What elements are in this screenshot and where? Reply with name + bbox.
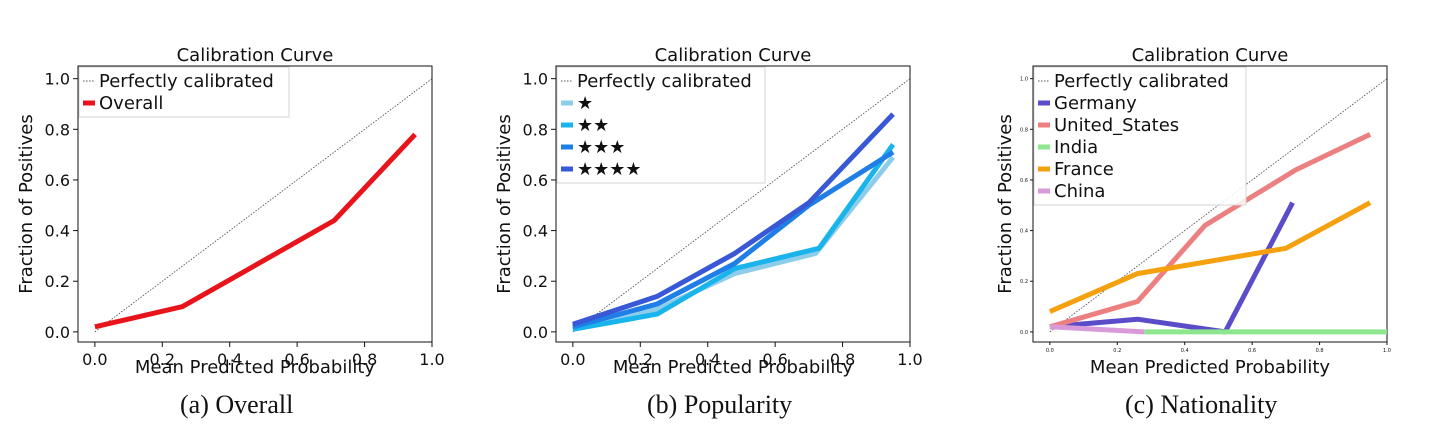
y-tick-label: 1.0 xyxy=(45,70,70,89)
plot-frame xyxy=(1032,65,1388,343)
calibration-chart-popularity: Calibration Curve 0.0 0.2 0.4 0.6 0.8 1.0 0.0 0.… xyxy=(494,45,923,378)
x-tick-label: 1.0 xyxy=(1383,348,1391,354)
y-tick-label: 0.2 xyxy=(523,272,548,291)
x-axis-label: Mean Predicted Probability xyxy=(613,357,853,378)
x-tick-label: 0.2 xyxy=(1113,348,1121,354)
y-tick-label: 0.0 xyxy=(523,323,548,342)
legend-label-two-star: ★★ xyxy=(577,115,609,136)
legend-box xyxy=(556,66,766,184)
x-tick-label: 0.8 xyxy=(352,350,377,369)
y-tick-label: 0.6 xyxy=(523,171,548,190)
x-tick-label: 0.4 xyxy=(695,350,720,369)
series-line-china xyxy=(1049,324,1145,335)
x-tick-label: 0.4 xyxy=(1181,348,1189,354)
y-axis-label: Fraction of Positives xyxy=(494,114,515,293)
caption-overall: (a) Overall xyxy=(180,390,294,419)
series-line-one-star xyxy=(572,155,896,332)
legend-label-overall: Overall xyxy=(99,93,163,114)
legend-label-three-star: ★★★ xyxy=(577,137,625,158)
chart-title: Calibration Curve xyxy=(1132,45,1289,66)
chart-title: Calibration Curve xyxy=(177,45,334,66)
chart-panel-popularity: Calibration Curve 0.0 0.2 0.4 0.6 0.8 1.0 0.0 0.… xyxy=(478,0,948,380)
y-tick-label: 0.0 xyxy=(1020,330,1028,336)
y-tick-label: 0.4 xyxy=(523,222,548,241)
calibration-chart-nationality: Calibration Curve 0.0 0.2 0.4 0.6 0.8 1.0 0.0 0.… xyxy=(995,45,1391,378)
legend-label-united-states: United_States xyxy=(1054,115,1179,136)
series-line-two-star xyxy=(572,143,896,332)
chart-title: Calibration Curve xyxy=(655,45,812,66)
y-tick-label: 0.0 xyxy=(45,323,70,342)
x-tick-label: 0.0 xyxy=(560,350,585,369)
y-tick-label: 0.6 xyxy=(45,171,70,190)
x-tick-label: 0.8 xyxy=(830,350,855,369)
x-tick-label: 1.0 xyxy=(419,350,444,369)
legend-label-perfectly-calibrated: Perfectly calibrated xyxy=(577,71,752,92)
legend-label-perfectly-calibrated: Perfectly calibrated xyxy=(99,71,274,92)
series-line-four-star xyxy=(572,112,895,327)
chart-panel-nationality: Calibration Curve 0.0 0.2 0.4 0.6 0.8 1.0 0.0 0.… xyxy=(955,0,1425,380)
caption-nationality: (c) Nationality xyxy=(1125,390,1278,419)
legend-label-four-star: ★★★★ xyxy=(577,159,642,180)
y-tick-label: 0.8 xyxy=(1020,127,1028,133)
calibration-chart-overall: Calibration Curve 0.0 0.2 0.4 0.6 0.8 1.0 0.0 0.… xyxy=(16,45,445,378)
x-axis-label: Mean Predicted Probability xyxy=(135,357,375,378)
x-tick-label: 0.6 xyxy=(1248,348,1256,354)
y-axis-label: Fraction of Positives xyxy=(16,114,37,293)
x-tick-label: 0.8 xyxy=(1316,348,1324,354)
caption-popularity: (b) Popularity xyxy=(647,390,793,419)
series-line-germany xyxy=(1049,201,1295,335)
y-tick-label: 0.8 xyxy=(523,120,548,139)
x-tick-label: 0.4 xyxy=(217,350,242,369)
y-tick-label: 0.2 xyxy=(45,272,70,291)
series-line-united-states xyxy=(1049,132,1372,330)
perfectly-calibrated-line xyxy=(94,78,433,333)
legend-box xyxy=(1033,66,1247,206)
y-tick-label: 0.2 xyxy=(1020,279,1028,285)
series-line-three-star xyxy=(572,149,895,330)
series-line-france xyxy=(1048,200,1372,314)
y-tick-label: 1.0 xyxy=(1020,77,1028,83)
series-line-overall xyxy=(94,132,417,330)
legend-label-one-star: ★ xyxy=(577,93,593,114)
x-tick-label: 1.0 xyxy=(897,350,922,369)
legend-box xyxy=(78,66,290,118)
x-tick-label: 0.0 xyxy=(1046,348,1054,354)
y-tick-label: 0.8 xyxy=(45,120,70,139)
legend-label-perfectly-calibrated: Perfectly calibrated xyxy=(1054,71,1229,92)
legend-label-india: India xyxy=(1054,137,1098,158)
x-tick-label: 0.6 xyxy=(762,350,787,369)
y-tick-label: 0.6 xyxy=(1020,178,1028,184)
legend-label-china: China xyxy=(1054,181,1105,202)
legend-label-france: France xyxy=(1054,159,1114,180)
y-tick-label: 0.4 xyxy=(45,222,70,241)
x-tick-label: 0.2 xyxy=(150,350,175,369)
y-tick-label: 0.4 xyxy=(1020,229,1028,235)
x-tick-label: 0.0 xyxy=(82,350,107,369)
x-axis-label: Mean Predicted Probability xyxy=(1090,357,1330,378)
y-axis-label: Fraction of Positives xyxy=(995,114,1016,293)
perfectly-calibrated-line xyxy=(572,78,911,333)
chart-panel-overall: Calibration Curve 0.0 0.2 0.4 0.6 0.8 1.0 0.0 0.… xyxy=(0,0,470,380)
y-tick-label: 1.0 xyxy=(523,70,548,89)
x-tick-label: 0.6 xyxy=(284,350,309,369)
x-tick-label: 0.2 xyxy=(628,350,653,369)
plot-frame xyxy=(77,65,433,343)
legend-label-germany: Germany xyxy=(1054,93,1137,114)
plot-frame xyxy=(555,65,911,343)
